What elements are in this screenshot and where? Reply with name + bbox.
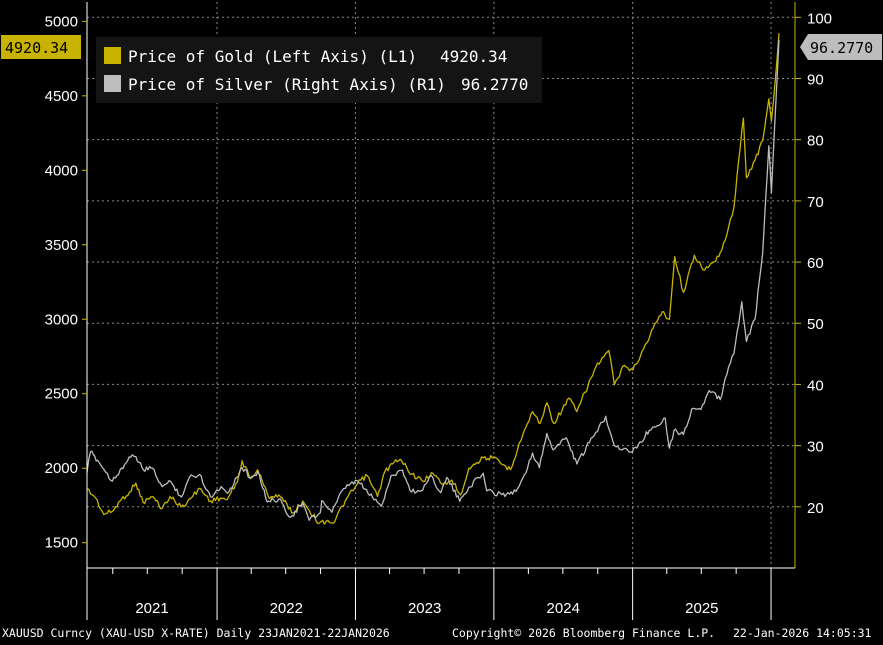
- axes: [82, 2, 801, 620]
- footer-copyright: Copyright© 2026 Bloomberg Finance L.P.: [452, 626, 715, 640]
- footer: XAUUSD Curncy (XAU-USD X-RATE) Daily 23J…: [2, 626, 872, 640]
- left-tick-label: 3500: [45, 237, 78, 254]
- left-tick-label: 2000: [45, 460, 78, 477]
- left-tick-label: 3000: [45, 311, 78, 328]
- x-tick-label: 2025: [685, 600, 718, 617]
- legend-swatch-gold: [104, 47, 121, 64]
- last-value-tag-gold-text: 4920.34: [5, 39, 68, 57]
- silver-price-line: [86, 40, 780, 521]
- right-tick-label: 90: [807, 71, 824, 88]
- right-tick-label: 100: [807, 10, 832, 27]
- right-tick-label: 80: [807, 133, 824, 150]
- legend-swatch-silver: [104, 75, 121, 92]
- left-tick-label: 4000: [45, 162, 78, 179]
- legend-background: [96, 37, 542, 103]
- legend-value-silver: 96.2770: [461, 75, 528, 94]
- last-value-tag-silver-text: 96.2770: [810, 39, 873, 57]
- left-tick-label: 4500: [45, 88, 78, 105]
- right-tick-label: 60: [807, 255, 824, 272]
- legend-value-gold: 4920.34: [440, 47, 507, 66]
- last-value-tag-silver: 96.2770: [800, 34, 882, 60]
- left-tick-label: 5000: [45, 13, 78, 30]
- footer-timestamp: 22-Jan-2026 14:05:31: [733, 626, 872, 640]
- x-tick-label: 2024: [547, 600, 580, 617]
- tick-labels: 2021 2022 2023 2024 2025 1500 2000 2500 3000 3500…: [45, 10, 832, 617]
- right-tick-label: 70: [807, 194, 824, 211]
- right-tick-label: 40: [807, 377, 824, 394]
- right-tick-label: 30: [807, 439, 824, 456]
- x-tick-label: 2023: [408, 600, 441, 617]
- series-lines: [86, 33, 780, 525]
- right-tick-label: 50: [807, 316, 824, 333]
- last-value-tag-gold: 4920.34: [1, 35, 81, 59]
- x-tick-label: 2022: [270, 600, 303, 617]
- left-tick-label: 2500: [45, 386, 78, 403]
- right-tick-label: 20: [807, 500, 824, 517]
- legend: Price of Gold (Left Axis) (L1) 4920.34 P…: [96, 37, 542, 103]
- gold-price-line: [86, 33, 780, 525]
- legend-label-gold: Price of Gold (Left Axis) (L1): [128, 47, 417, 66]
- footer-source: XAUUSD Curncy (XAU-USD X-RATE) Daily 23J…: [2, 626, 390, 640]
- grid-lines: [87, 2, 795, 568]
- legend-label-silver: Price of Silver (Right Axis) (R1): [128, 75, 446, 94]
- x-tick-label: 2021: [135, 600, 168, 617]
- left-tick-label: 1500: [45, 535, 78, 552]
